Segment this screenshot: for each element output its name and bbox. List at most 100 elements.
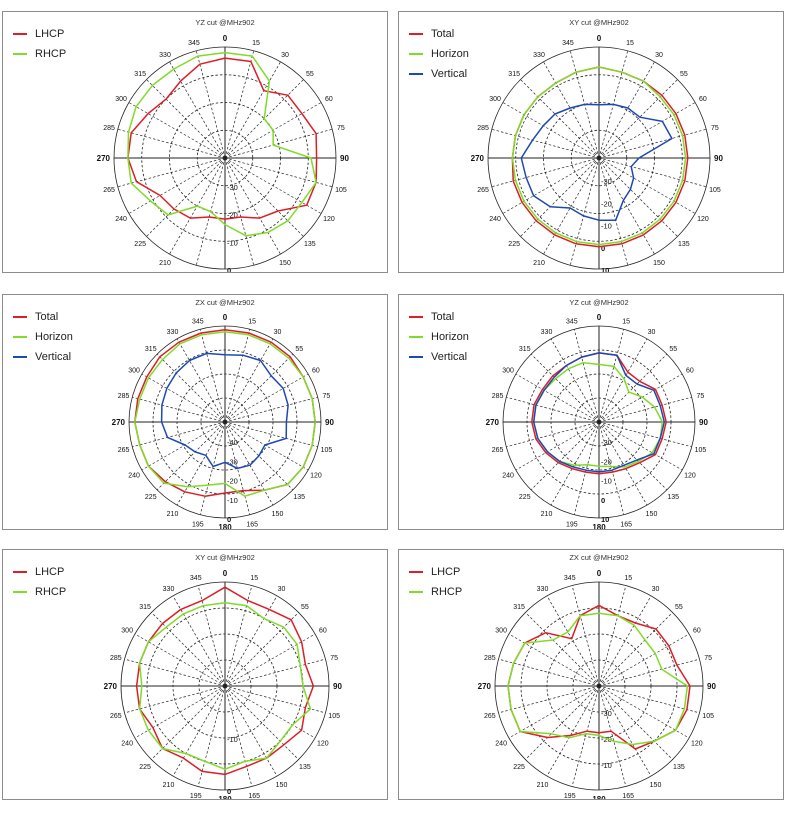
legend-item: Vertical [409,64,469,84]
legend-swatch [13,591,27,593]
chart-panel-1: YZ cut @MHz90201530556075901051201351501… [2,11,388,273]
angle-tick-label: 225 [139,764,151,771]
grid-spoke [224,157,304,237]
chart-legend: Total Horizon Vertical [409,24,469,84]
angle-tick-label: 75 [323,393,331,400]
angle-tick-label: 270 [104,682,118,691]
series-line-vertical [532,352,666,473]
grid-spoke [224,61,281,159]
radial-tick-label: -30 [601,438,612,447]
radial-tick-label: -20 [601,199,612,208]
angle-tick-label: 210 [167,511,179,518]
grid-spoke [172,685,226,777]
grid-spoke [176,338,226,423]
grid-spoke [598,329,625,423]
angle-tick-label: 330 [167,329,179,336]
series-line-horizon [134,331,316,497]
legend-swatch [409,336,423,338]
grid-spoke [117,157,226,188]
legend-swatch [13,356,27,358]
angle-tick-label: 90 [325,418,334,427]
angle-tick-label: 315 [519,346,531,353]
radial-tick-label: -10 [227,496,238,505]
angle-tick-label: 265 [477,187,489,194]
legend-item: Vertical [409,347,469,367]
grid-spoke [598,685,690,739]
angle-tick-label: 225 [513,764,525,771]
angle-tick-label: 315 [145,346,157,353]
radial-tick-label: 10 [601,515,609,524]
angle-tick-label: 135 [299,764,311,771]
chart-legend: Total Horizon Vertical [409,307,469,367]
angle-tick-label: 15 [252,40,260,47]
legend-item: Total [409,24,469,44]
radial-tick-label: -40 [227,438,238,447]
grid-spoke [598,157,655,255]
radial-tick-label: 0 [227,515,231,524]
angle-tick-label: 30 [652,586,660,593]
legend-label: LHCP [35,28,65,40]
legend-label: Horizon [431,48,469,60]
legend-swatch [409,53,423,55]
chart-legend: LHCP RHCP [13,562,66,602]
angle-tick-label: 165 [620,521,632,528]
angle-tick-label: 265 [484,713,496,720]
angle-tick-label: 105 [709,187,721,194]
angle-tick-label: 285 [477,125,489,132]
angle-tick-label: 270 [471,154,485,163]
legend-item: Vertical [13,347,73,367]
series-line-total [531,352,667,475]
grid-spoke [169,61,226,159]
angle-tick-label: 180 [592,795,606,799]
angle-tick-label: 240 [495,741,507,748]
grid-spoke [132,421,226,448]
grid-spoke [141,373,226,423]
grid-spoke [197,685,226,787]
chart-panel-5: XY cut @MHz902 0 15 30 55 60 75 90 105 120 135 150 1… [2,549,388,800]
series-line-rhcp [127,51,317,237]
polar-chart: YZ cut @MHz902 0 15 30 55 60 75 90 105 120 135 150 1… [486,298,709,529]
legend-item: RHCP [13,44,66,64]
legend-swatch [409,316,423,318]
chart-title: XY cut @MHz902 [195,553,255,562]
grid-spoke [134,685,226,739]
grid-spoke [224,685,299,760]
angle-tick-label: 105 [702,713,714,720]
legend-label: Horizon [431,331,469,343]
angle-tick-label: 225 [134,241,146,248]
grid-spoke [151,612,226,687]
grid-spoke [176,421,226,506]
legend-label: Total [431,311,455,323]
angle-tick-label: 345 [562,40,574,47]
legend-swatch [13,53,27,55]
angle-tick-label: 225 [519,494,531,501]
series-line-lhcp [127,57,318,220]
grid-spoke [224,157,255,266]
angle-tick-label: 135 [673,764,685,771]
angle-tick-label: 15 [250,575,258,582]
chart-title: ZX cut @MHz902 [569,553,628,562]
radial-tick-label: 10 [601,266,609,272]
legend-label: Vertical [35,351,72,363]
legend-swatch [13,316,27,318]
grid-spoke [598,373,683,423]
grid-spoke [141,421,226,471]
angle-tick-label: 15 [624,575,632,582]
angle-tick-label: 195 [564,793,576,799]
angle-tick-label: 285 [103,125,115,132]
angle-tick-label: 345 [192,319,204,326]
polar-chart: XY cut @MHz902 0 15 30 55 60 75 90 105 120 135 150 1… [471,18,724,272]
grid-spoke [224,595,278,687]
grid-spoke [515,373,600,423]
grid-spoke [151,685,226,760]
legend-swatch [13,336,27,338]
grid-spoke [224,50,255,159]
chart-panel-4: YZ cut @MHz902 0 15 30 55 60 75 90 105 120 135 150 1… [398,294,784,530]
angle-tick-label: 330 [537,586,549,593]
grid-spoke [543,157,600,255]
angle-tick-label: 30 [648,329,656,336]
angle-tick-label: 315 [513,604,525,611]
legend-label: Vertical [431,68,468,80]
chart-legend: Total Horizon Vertical [13,307,73,367]
radial-tick-label: -20 [601,735,612,744]
